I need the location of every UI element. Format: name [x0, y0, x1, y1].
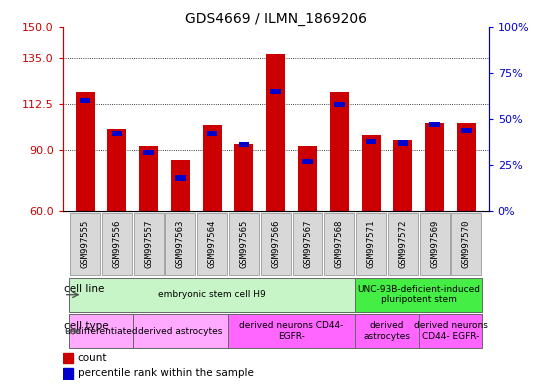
Bar: [334, 102, 345, 107]
Text: undifferentiated: undifferentiated: [64, 327, 138, 336]
Bar: [111, 131, 122, 136]
Text: embryonic stem cell H9: embryonic stem cell H9: [158, 290, 266, 299]
Text: GSM997567: GSM997567: [303, 220, 312, 268]
Bar: [461, 127, 472, 133]
FancyBboxPatch shape: [197, 212, 227, 275]
FancyBboxPatch shape: [261, 212, 290, 275]
Bar: [302, 159, 313, 164]
Text: cell line: cell line: [64, 284, 104, 294]
Text: GSM997563: GSM997563: [176, 220, 185, 268]
Bar: [139, 146, 158, 211]
Bar: [80, 98, 90, 103]
Text: cell type: cell type: [64, 321, 108, 331]
Text: GSM997564: GSM997564: [207, 220, 217, 268]
Text: GSM997557: GSM997557: [144, 220, 153, 268]
Bar: [175, 175, 186, 180]
Bar: [107, 129, 126, 211]
FancyBboxPatch shape: [324, 212, 354, 275]
Bar: [144, 150, 154, 155]
Bar: [239, 142, 249, 147]
Bar: [361, 136, 381, 211]
FancyBboxPatch shape: [355, 278, 482, 311]
Text: GSM997565: GSM997565: [240, 220, 248, 268]
Bar: [397, 141, 408, 146]
FancyBboxPatch shape: [293, 212, 323, 275]
Text: GSM997571: GSM997571: [366, 220, 376, 268]
FancyBboxPatch shape: [228, 314, 355, 348]
FancyBboxPatch shape: [419, 314, 482, 348]
FancyBboxPatch shape: [134, 212, 164, 275]
Text: count: count: [78, 353, 107, 363]
Bar: [366, 139, 376, 144]
Bar: [266, 53, 285, 211]
FancyBboxPatch shape: [102, 212, 132, 275]
Bar: [298, 146, 317, 211]
Text: GSM997570: GSM997570: [462, 220, 471, 268]
Text: derived
astrocytes: derived astrocytes: [364, 321, 411, 341]
Bar: [425, 123, 444, 211]
Text: derived astrocytes: derived astrocytes: [138, 327, 223, 336]
Text: percentile rank within the sample: percentile rank within the sample: [78, 368, 253, 378]
Bar: [234, 144, 253, 211]
FancyBboxPatch shape: [356, 212, 386, 275]
Bar: [75, 93, 94, 211]
FancyBboxPatch shape: [69, 314, 133, 348]
Text: UNC-93B-deficient-induced
pluripotent stem: UNC-93B-deficient-induced pluripotent st…: [357, 285, 480, 305]
Bar: [63, 353, 73, 363]
Text: GSM997566: GSM997566: [271, 220, 280, 268]
Text: GSM997555: GSM997555: [81, 220, 90, 268]
FancyBboxPatch shape: [452, 212, 482, 275]
FancyBboxPatch shape: [70, 212, 100, 275]
Bar: [207, 131, 217, 136]
FancyBboxPatch shape: [355, 314, 419, 348]
Text: GSM997572: GSM997572: [399, 220, 407, 268]
FancyBboxPatch shape: [420, 212, 449, 275]
FancyBboxPatch shape: [388, 212, 418, 275]
FancyBboxPatch shape: [229, 212, 259, 275]
Text: GSM997568: GSM997568: [335, 220, 344, 268]
Title: GDS4669 / ILMN_1869206: GDS4669 / ILMN_1869206: [185, 12, 367, 26]
Bar: [393, 139, 412, 211]
Text: GSM997569: GSM997569: [430, 220, 439, 268]
Bar: [203, 125, 222, 211]
Bar: [429, 122, 440, 127]
FancyBboxPatch shape: [133, 314, 228, 348]
Bar: [330, 93, 349, 211]
Bar: [63, 368, 73, 379]
Text: GSM997556: GSM997556: [112, 220, 121, 268]
Bar: [457, 123, 476, 211]
Text: derived neurons CD44-
EGFR-: derived neurons CD44- EGFR-: [240, 321, 344, 341]
Bar: [270, 89, 281, 94]
Text: derived neurons
CD44- EGFR-: derived neurons CD44- EGFR-: [413, 321, 488, 341]
FancyBboxPatch shape: [69, 278, 355, 311]
FancyBboxPatch shape: [165, 212, 195, 275]
Bar: [171, 160, 190, 211]
